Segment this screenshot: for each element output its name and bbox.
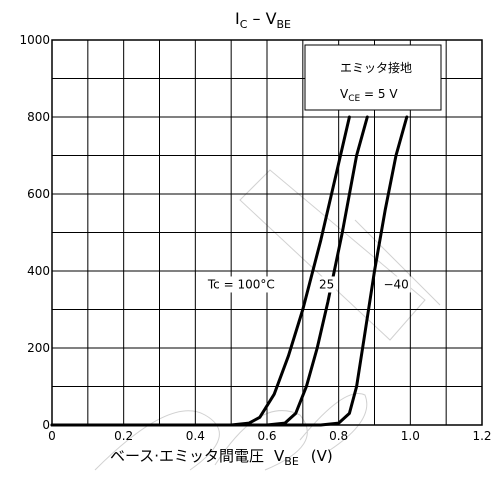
y-tick-label: 800: [27, 110, 50, 124]
watermark: [94, 169, 441, 471]
x-tick-label: 1.2: [472, 429, 491, 443]
series-label-3: −40: [383, 277, 408, 291]
tick-labels: 0 0.2 0.4 0.6 0.8 1.0 1.2 0 200 400 600 800 1000: [19, 33, 491, 443]
series-label-2: 25: [319, 277, 334, 291]
legend-line-2-sub: CE: [348, 94, 360, 104]
y-tick-label: 200: [27, 341, 50, 355]
x-axis-label-text: ベース·エミッタ間電圧: [110, 447, 264, 465]
legend-background: [304, 44, 442, 111]
x-axis-label: ベース·エミッタ間電圧 VBE (V): [110, 447, 333, 468]
legend-box: エミッタ接地 VCE = 5 V: [304, 44, 442, 111]
title-main: I: [235, 9, 240, 28]
curves: [50, 115, 409, 427]
grid: [51, 39, 483, 426]
x-tick-label: 0.8: [329, 429, 348, 443]
y-tick-label: 600: [27, 187, 50, 201]
curve-labels: Tc = 100°C 25 −40: [204, 276, 411, 293]
y-tick-label: 0: [42, 418, 50, 432]
x-axis-label-var: V: [274, 447, 285, 465]
legend-line-1: エミッタ接地: [340, 60, 412, 75]
series-label-background: [316, 276, 337, 293]
series-label-1: Tc = 100°C: [207, 277, 275, 291]
title-var: V: [266, 9, 277, 28]
legend-line-2: VCE = 5 V: [340, 87, 398, 104]
legend-line-2-rest: = 5 V: [360, 87, 398, 101]
chart-title: IC – VBE: [235, 9, 291, 31]
series-label-background: [381, 276, 411, 293]
x-tick-label: 0.4: [186, 429, 205, 443]
y-tick-label: 1000: [19, 33, 50, 47]
x-tick-label: 0: [48, 429, 56, 443]
legend-line-2-var: V: [340, 87, 349, 101]
title-main-sub: C: [240, 18, 248, 31]
x-tick-label: 0.2: [114, 429, 133, 443]
title-var-sub: BE: [277, 18, 292, 31]
x-axis-label-unit: (V): [311, 447, 333, 465]
x-axis-label-var-sub: BE: [284, 455, 299, 468]
series-label-background: [204, 276, 277, 293]
series-line-3: [50, 115, 409, 427]
y-tick-label: 400: [27, 264, 50, 278]
x-tick-label: 0.6: [257, 429, 276, 443]
title-sep: –: [247, 9, 265, 28]
x-tick-label: 1.0: [401, 429, 420, 443]
